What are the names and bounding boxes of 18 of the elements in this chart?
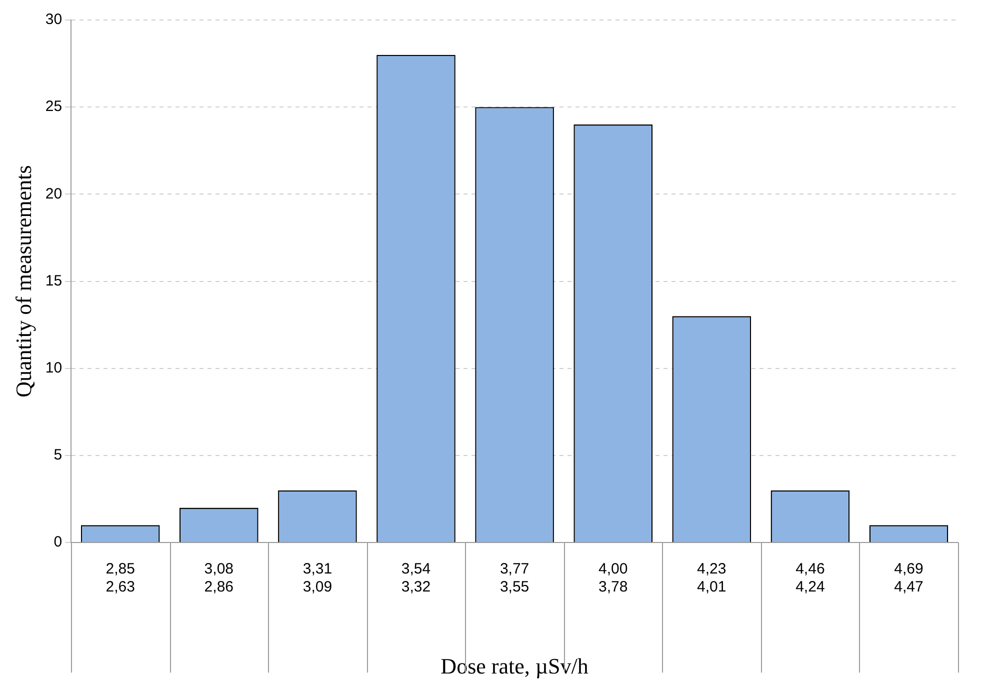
x-axis-title: Dose rate, µSv/h <box>440 654 588 679</box>
x-tick-label: 3,08 2,86 <box>204 560 234 596</box>
x-tick-label: 4,23 4,01 <box>697 560 726 596</box>
x-tick-label: 4,69 4,47 <box>894 560 924 596</box>
y-tick-label: 10 <box>45 360 62 377</box>
y-tick-label: 15 <box>45 272 62 290</box>
y-axis-title: Quantity of measurements <box>10 165 36 398</box>
y-tick-label: 5 <box>54 446 62 464</box>
x-tick-label: 3,77 3,55 <box>500 560 530 596</box>
y-tick-label: 25 <box>45 98 62 116</box>
x-tick-label: 2,85 2,63 <box>106 560 135 596</box>
x-tick-label: 4,00 3,78 <box>598 560 628 596</box>
y-tick-label: 0 <box>54 534 62 551</box>
x-tick-label: 3,31 3,09 <box>302 560 332 596</box>
y-tick-label: 20 <box>45 185 62 202</box>
x-tick-label: 4,46 4,24 <box>796 560 825 596</box>
x-tick-label: 3,54 3,32 <box>401 560 431 596</box>
y-tick-label: 30 <box>45 11 62 28</box>
